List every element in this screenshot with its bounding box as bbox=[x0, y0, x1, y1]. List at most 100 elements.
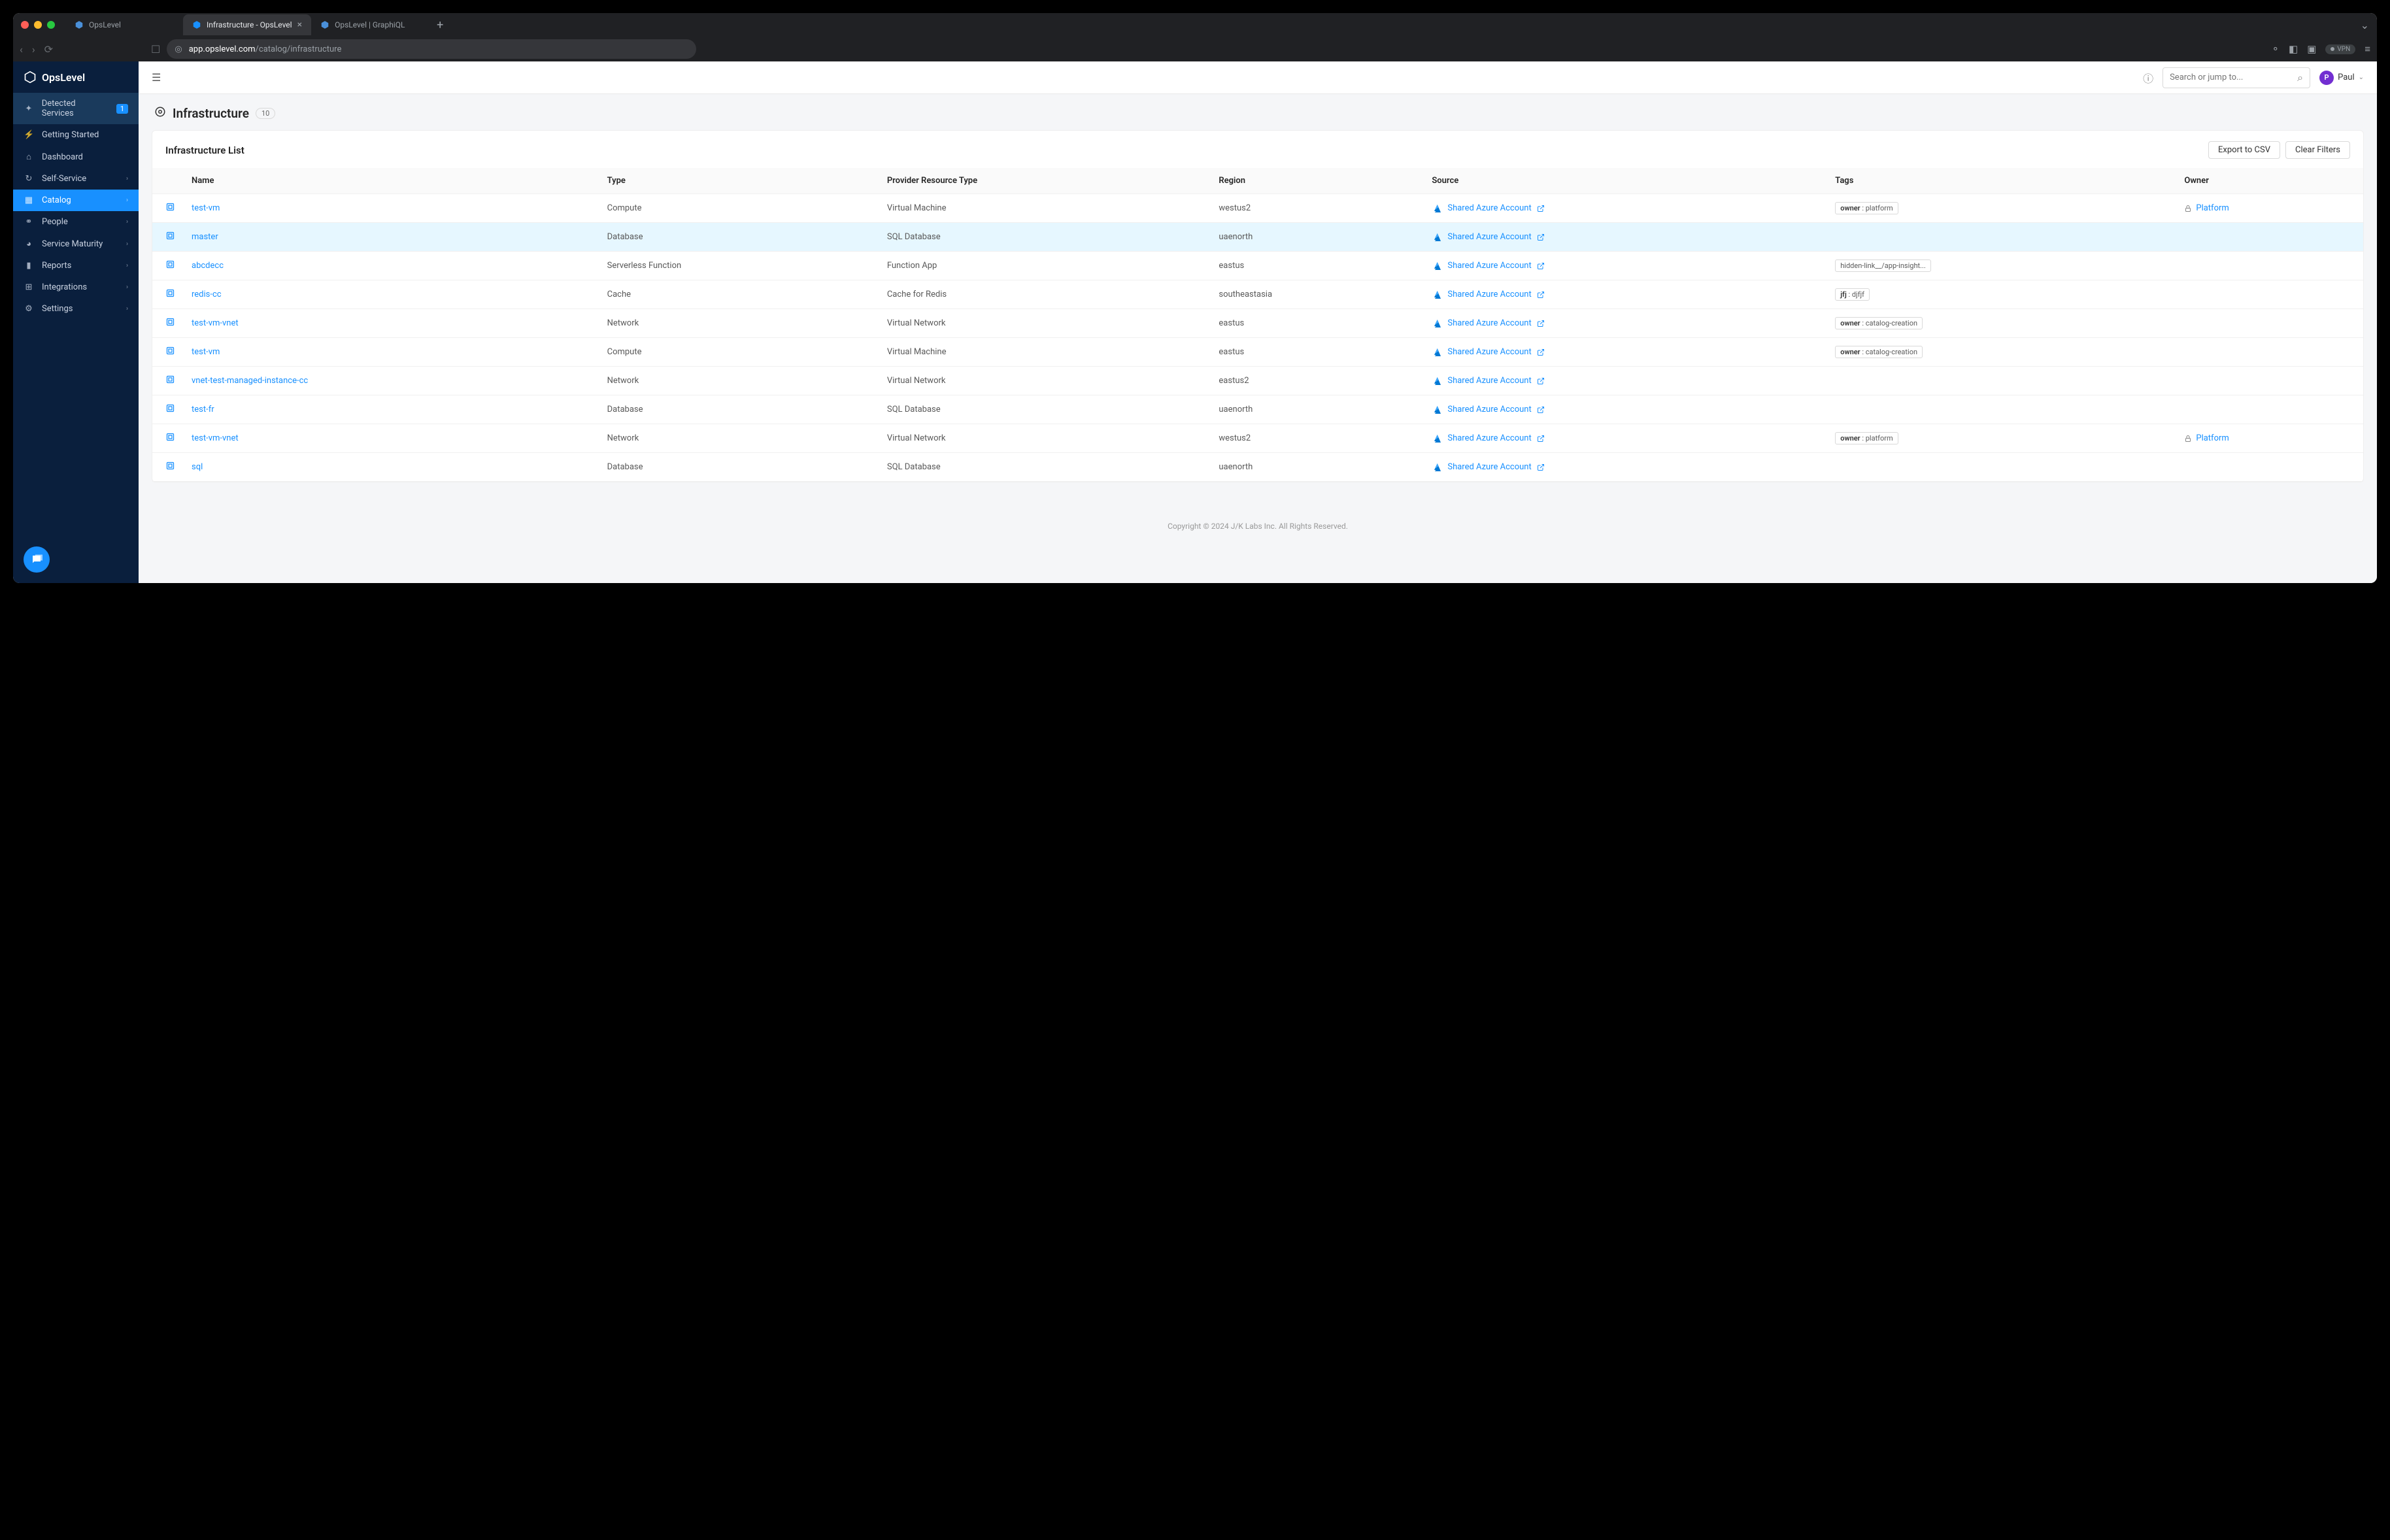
source-link[interactable]: Shared Azure Account bbox=[1447, 290, 1531, 299]
browser-tab[interactable]: OpsLevel bbox=[65, 14, 183, 35]
source-link[interactable]: Shared Azure Account bbox=[1447, 376, 1531, 386]
maximize-window-button[interactable] bbox=[47, 21, 55, 29]
external-link-icon bbox=[1537, 348, 1545, 356]
type-cell: Network bbox=[601, 309, 881, 338]
source-link[interactable]: Shared Azure Account bbox=[1447, 462, 1531, 472]
clear-filters-button[interactable]: Clear Filters bbox=[2285, 141, 2350, 159]
tab-title: OpsLevel | GraphiQL bbox=[335, 20, 405, 29]
column-header[interactable]: Source bbox=[1425, 168, 1828, 194]
source-link[interactable]: Shared Azure Account bbox=[1447, 261, 1531, 271]
browser-tab[interactable]: OpsLevel | GraphiQL bbox=[311, 14, 429, 35]
table-row[interactable]: test-vm-vnet Network Virtual Network eas… bbox=[152, 309, 2363, 338]
owner-cell bbox=[2178, 252, 2363, 280]
resource-icon bbox=[165, 375, 175, 384]
sidebar-item-getting-started[interactable]: ⚡ Getting Started bbox=[13, 124, 139, 146]
chevron-down-icon: ⌄ bbox=[2359, 74, 2364, 81]
site-info-icon[interactable]: ◎ bbox=[175, 44, 182, 54]
table-row[interactable]: abcdecc Serverless Function Function App… bbox=[152, 252, 2363, 280]
url-bar[interactable]: ◎ app.opslevel.com/catalog/infrastructur… bbox=[167, 39, 696, 59]
tab-close-icon[interactable]: × bbox=[297, 20, 302, 30]
sidebar-item-dashboard[interactable]: ⌂Dashboard bbox=[13, 146, 139, 168]
sidebar-item-catalog[interactable]: ▦Catalog› bbox=[13, 190, 139, 211]
resource-name-link[interactable]: test-fr bbox=[192, 405, 214, 414]
download-icon[interactable]: ▣ bbox=[2307, 43, 2316, 55]
close-window-button[interactable] bbox=[21, 21, 29, 29]
table-row[interactable]: test-fr Database SQL Database uaenorth S… bbox=[152, 395, 2363, 424]
column-header[interactable]: Name bbox=[185, 168, 601, 194]
footer: Copyright © 2024 J/K Labs Inc. All Right… bbox=[139, 495, 2377, 544]
logo[interactable]: OpsLevel bbox=[13, 61, 139, 93]
source-link[interactable]: Shared Azure Account bbox=[1447, 203, 1531, 213]
table-row[interactable]: redis-cc Cache Cache for Redis southeast… bbox=[152, 280, 2363, 309]
export-csv-button[interactable]: Export to CSV bbox=[2208, 141, 2280, 159]
tag-chip: owner : platform bbox=[1835, 432, 1898, 444]
nav-badge: 1 bbox=[116, 104, 128, 114]
column-header[interactable]: Provider Resource Type bbox=[881, 168, 1213, 194]
search-input[interactable] bbox=[2170, 73, 2292, 82]
extensions-icon[interactable]: ⚬ bbox=[2271, 43, 2280, 55]
nav-icon: ⚡ bbox=[24, 130, 34, 140]
vpn-badge[interactable]: VPN bbox=[2325, 44, 2355, 54]
new-tab-button[interactable]: + bbox=[429, 18, 451, 32]
sidebar-item-integrations[interactable]: ⊞Integrations› bbox=[13, 276, 139, 298]
table-row[interactable]: test-vm Compute Virtual Machine westus2 … bbox=[152, 194, 2363, 223]
sidebar-item-detected-services[interactable]: ✦Detected Services1 bbox=[13, 93, 139, 124]
resource-name-link[interactable]: sql bbox=[192, 462, 203, 472]
column-header[interactable]: Region bbox=[1212, 168, 1425, 194]
sidebar-item-service-maturity[interactable]: ◕Service Maturity› bbox=[13, 233, 139, 255]
resource-name-link[interactable]: vnet-test-managed-instance-cc bbox=[192, 376, 308, 386]
owner-link[interactable]: Platform bbox=[2196, 203, 2229, 213]
table-row[interactable]: test-vm Compute Virtual Machine eastus S… bbox=[152, 338, 2363, 367]
table-row[interactable]: master Database SQL Database uaenorth Sh… bbox=[152, 223, 2363, 252]
back-button[interactable]: ‹ bbox=[20, 43, 23, 56]
resource-name-link[interactable]: test-vm bbox=[192, 347, 220, 357]
minimize-window-button[interactable] bbox=[34, 21, 42, 29]
resource-name-link[interactable]: abcdecc bbox=[192, 261, 224, 271]
column-header[interactable]: Tags bbox=[1828, 168, 2178, 194]
sidebar-collapse-button[interactable]: ☰ bbox=[152, 71, 161, 84]
titlebar-chevron-icon[interactable]: ⌄ bbox=[2361, 19, 2369, 31]
type-cell: Database bbox=[601, 223, 881, 252]
table-row[interactable]: sql Database SQL Database uaenorth Share… bbox=[152, 453, 2363, 482]
browser-tab[interactable]: Infrastructure - OpsLevel× bbox=[183, 14, 311, 35]
resource-name-link[interactable]: master bbox=[192, 232, 218, 242]
source-link[interactable]: Shared Azure Account bbox=[1447, 405, 1531, 414]
nav-label: People bbox=[42, 217, 68, 227]
resource-name-link[interactable]: test-vm bbox=[192, 203, 220, 213]
traffic-lights bbox=[21, 21, 55, 29]
column-header[interactable]: Owner bbox=[2178, 168, 2363, 194]
column-header[interactable]: Type bbox=[601, 168, 881, 194]
resource-name-link[interactable]: test-vm-vnet bbox=[192, 318, 239, 328]
resource-name-link[interactable]: redis-cc bbox=[192, 290, 222, 299]
reload-button[interactable]: ⟳ bbox=[44, 43, 53, 56]
bookmark-icon[interactable]: ☐ bbox=[151, 43, 160, 56]
sidebar-item-reports[interactable]: ▮Reports› bbox=[13, 255, 139, 276]
column-header[interactable] bbox=[152, 168, 185, 194]
nav-label: Getting Started bbox=[42, 130, 99, 140]
source-link[interactable]: Shared Azure Account bbox=[1447, 318, 1531, 328]
table-row[interactable]: vnet-test-managed-instance-cc Network Vi… bbox=[152, 367, 2363, 395]
azure-icon bbox=[1432, 433, 1442, 444]
external-link-icon bbox=[1537, 233, 1545, 241]
avatar: P bbox=[2319, 71, 2334, 85]
search-box[interactable]: ⌕ bbox=[2163, 67, 2310, 88]
chat-fab[interactable] bbox=[24, 546, 50, 573]
browser-toolbar: ‹ › ⟳ ☐ ◎ app.opslevel.com/catalog/infra… bbox=[13, 37, 2377, 61]
external-link-icon bbox=[1537, 291, 1545, 299]
menu-icon[interactable]: ≡ bbox=[2365, 43, 2370, 55]
forward-button[interactable]: › bbox=[32, 43, 35, 56]
sidebar-item-self-service[interactable]: ↻Self-Service› bbox=[13, 168, 139, 190]
resource-name-link[interactable]: test-vm-vnet bbox=[192, 433, 239, 443]
tab-title: OpsLevel bbox=[89, 20, 121, 29]
help-icon[interactable]: ⓘ bbox=[2143, 70, 2153, 86]
source-link[interactable]: Shared Azure Account bbox=[1447, 232, 1531, 242]
user-menu[interactable]: P Paul ⌄ bbox=[2319, 71, 2364, 85]
panel-icon[interactable]: ◧ bbox=[2289, 43, 2298, 55]
table-row[interactable]: test-vm-vnet Network Virtual Network wes… bbox=[152, 424, 2363, 453]
sidebar-item-settings[interactable]: ⚙Settings› bbox=[13, 298, 139, 320]
owner-link[interactable]: Platform bbox=[2196, 433, 2229, 443]
resource-icon bbox=[165, 288, 175, 298]
source-link[interactable]: Shared Azure Account bbox=[1447, 433, 1531, 443]
sidebar-item-people[interactable]: ⚭People› bbox=[13, 211, 139, 233]
source-link[interactable]: Shared Azure Account bbox=[1447, 347, 1531, 357]
